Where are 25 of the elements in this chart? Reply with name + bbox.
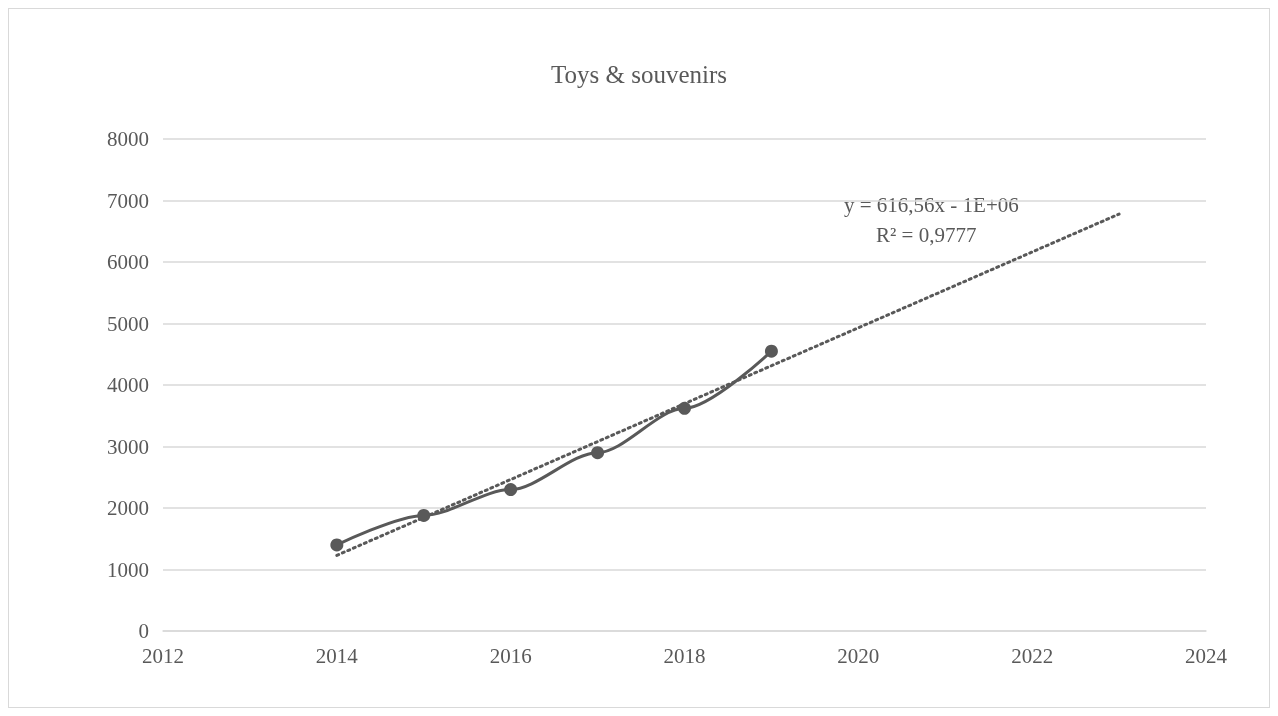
x-tick-label: 2012	[142, 643, 184, 668]
y-tick-label: 3000	[107, 434, 149, 459]
y-tick-label: 0	[138, 619, 149, 643]
y-tick-label: 1000	[107, 557, 149, 582]
point	[417, 508, 431, 522]
annotation: R² = 0,9777	[876, 222, 977, 247]
point	[678, 401, 691, 415]
y-tick-label: 5000	[107, 311, 149, 336]
x-tick-label: 2020	[837, 643, 880, 668]
x-tick-label: 2016	[489, 643, 532, 668]
y-tick-label: 2000	[107, 496, 149, 520]
point	[504, 483, 518, 497]
x-tick-label: 2024	[1185, 643, 1228, 668]
y-tick-label: 7000	[107, 188, 149, 213]
point	[330, 538, 344, 552]
point	[764, 344, 778, 358]
x-tick-label: 2014	[315, 643, 359, 668]
y-tick-label: 8000	[107, 127, 149, 151]
y-tick-label: 6000	[107, 250, 149, 274]
chart-title: Toys & souvenirs	[550, 61, 728, 88]
annotation: y = 616,56x - 1E+06	[844, 192, 1019, 217]
y-tick-label: 4000	[107, 373, 149, 397]
x-tick-label: 2022	[1011, 643, 1054, 668]
point	[591, 446, 605, 460]
x-tick-label: 2018	[663, 643, 706, 668]
